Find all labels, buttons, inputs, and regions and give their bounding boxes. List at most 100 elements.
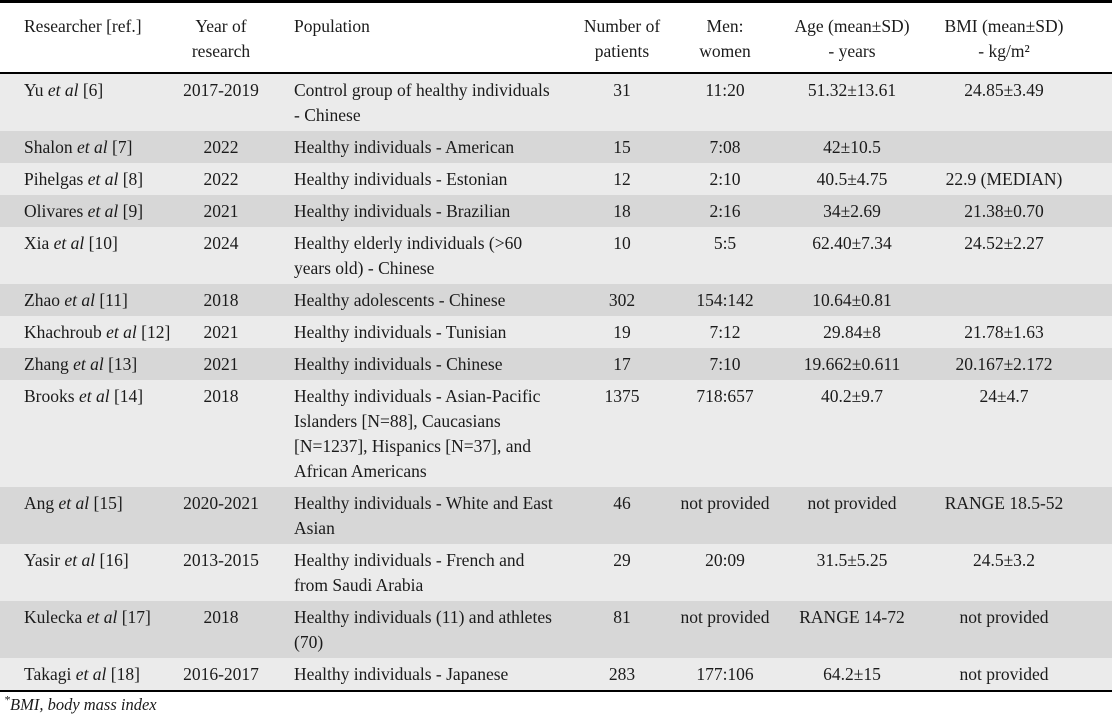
- researcher-ref: [7]: [107, 137, 133, 157]
- cell-men-women: 7:10: [709, 354, 741, 374]
- table-body: Yu et al [6] 2017-2019 Control group of he…: [0, 73, 1112, 692]
- researcher-name: Takagi: [24, 664, 76, 684]
- researcher-name: Kulecka: [24, 607, 87, 627]
- table-header: Researcher [ref.] Year of research Popul…: [0, 1, 1112, 74]
- cell-age: 34±2.69: [823, 201, 881, 221]
- researcher-etal: et al: [78, 386, 110, 406]
- cell-patients: 18: [613, 201, 631, 221]
- table-row: Zhang et al [13] 2021 Healthy individuals …: [0, 348, 1112, 380]
- cell-population: Healthy individuals - Estonian: [294, 169, 508, 189]
- table-row: Shalon et al [7] 2022 Healthy individuals …: [0, 131, 1112, 163]
- researcher-cell: Pihelgas et al [8]: [0, 163, 176, 195]
- header-population: Population: [266, 1, 566, 74]
- cell-patients: 1375: [604, 386, 640, 406]
- cell-age: 64.2±15: [772, 658, 932, 692]
- header-label: Age (mean±SD): [794, 16, 910, 36]
- cell-population: Healthy individuals - Brazilian: [294, 201, 511, 221]
- researcher-name: Yasir: [24, 550, 65, 570]
- researcher-etal: et al: [86, 607, 118, 627]
- cell-men-women: 7:08: [709, 137, 741, 157]
- cell-year: 2018: [203, 290, 239, 310]
- researcher-etal: et al: [58, 493, 90, 513]
- header-label: Researcher [ref.]: [24, 16, 142, 36]
- researcher-etal: et al: [64, 290, 95, 310]
- cell-bmi: 21.38±0.70: [964, 201, 1044, 221]
- researcher-cell: Takagi et al [18]: [0, 658, 176, 692]
- researcher-cell: Brooks et al [14]: [0, 380, 176, 487]
- researcher-cell: Olivares et al [9]: [0, 195, 176, 227]
- researcher-cell: Kulecka et al [17]: [0, 601, 176, 658]
- cell-bmi: [932, 284, 1112, 316]
- researcher-etal: et al: [87, 201, 119, 221]
- researcher-etal: et al: [77, 137, 108, 157]
- cell-men-women: 11:20: [705, 80, 745, 100]
- cell-population: Healthy adolescents - Chinese: [294, 290, 506, 310]
- researcher-cell: Zhang et al [13]: [0, 348, 176, 380]
- researcher-ref: [11]: [94, 290, 128, 310]
- researcher-cell: Khachroub et al [12]: [0, 316, 176, 348]
- cell-men-women: 154:142: [696, 290, 754, 310]
- header-men-women: Men: women: [678, 1, 772, 74]
- table-row: Takagi et al [18] 2016-2017 Healthy indivi…: [0, 658, 1112, 692]
- cell-patients: 283: [566, 658, 678, 692]
- footnote-marker: *: [4, 692, 10, 707]
- cell-age: 40.5±4.75: [816, 169, 888, 189]
- cell-men-women: 20:09: [705, 550, 745, 570]
- cell-patients: 19: [613, 322, 631, 342]
- cell-bmi: 24.85±3.49: [964, 80, 1044, 100]
- cell-bmi: 24±4.7: [979, 386, 1029, 406]
- researcher-name: Xia: [24, 233, 54, 253]
- researcher-ref: [13]: [103, 354, 138, 374]
- cell-year: 2018: [203, 607, 239, 627]
- researcher-ref: [15]: [89, 493, 123, 513]
- researcher-ref: [14]: [109, 386, 144, 406]
- researcher-name: Ang: [24, 493, 59, 513]
- researcher-etal: et al: [87, 169, 119, 189]
- cell-age: 51.32±13.61: [807, 80, 897, 100]
- header-row: Researcher [ref.] Year of research Popul…: [0, 1, 1112, 74]
- header-label: research: [191, 41, 251, 61]
- cell-population: Healthy individuals - Japanese: [266, 658, 566, 692]
- researcher-cell: Xia et al [10]: [0, 227, 176, 284]
- researcher-name: Khachroub: [24, 322, 107, 342]
- cell-men-women: 177:106: [678, 658, 772, 692]
- researcher-etal: et al: [106, 322, 137, 342]
- cell-year: 2020-2021: [183, 493, 259, 513]
- studies-table: Researcher [ref.] Year of research Popul…: [0, 0, 1112, 692]
- table-row: Xia et al [10] 2024 Healthy elderly indivi…: [0, 227, 1112, 284]
- researcher-ref: [6]: [78, 80, 104, 100]
- cell-age: 40.2±9.7: [820, 386, 884, 406]
- header-researcher: Researcher [ref.]: [0, 1, 176, 74]
- researcher-ref: [8]: [118, 169, 144, 189]
- cell-patients: 17: [613, 354, 631, 374]
- researcher-name: Pihelgas: [24, 169, 88, 189]
- cell-year: 2022: [203, 169, 239, 189]
- cell-bmi: [932, 131, 1112, 163]
- cell-bmi: 24.5±3.2: [972, 550, 1036, 570]
- cell-patients: 10: [613, 233, 631, 253]
- cell-patients: 15: [613, 137, 631, 157]
- cell-year: 2024: [203, 233, 239, 253]
- cell-patients: 302: [608, 290, 636, 310]
- cell-men-women: 7:12: [709, 322, 741, 342]
- cell-year: 2021: [203, 354, 239, 374]
- researcher-ref: [16]: [95, 550, 129, 570]
- footnote-text: BMI, body mass index: [10, 695, 157, 714]
- researcher-name: Zhang: [24, 354, 74, 374]
- cell-year: 2013-2015: [183, 550, 259, 570]
- researcher-etal: et al: [75, 664, 107, 684]
- researcher-etal: et al: [47, 80, 79, 100]
- researcher-ref: [18]: [106, 664, 140, 684]
- cell-men-women: 5:5: [713, 233, 737, 253]
- header-label: - years: [828, 41, 876, 61]
- table-row: Brooks et al [14] 2018 Healthy individuals…: [0, 380, 1112, 487]
- header-label: women: [699, 41, 751, 61]
- cell-bmi: 21.78±1.63: [964, 322, 1044, 342]
- header-label: Year of: [195, 16, 247, 36]
- researcher-etal: et al: [53, 233, 85, 253]
- cell-patients: 81: [613, 607, 631, 627]
- cell-population: Healthy individuals - French and from Sa…: [294, 550, 525, 595]
- cell-patients: 46: [613, 493, 631, 513]
- header-label: Men:: [706, 16, 744, 36]
